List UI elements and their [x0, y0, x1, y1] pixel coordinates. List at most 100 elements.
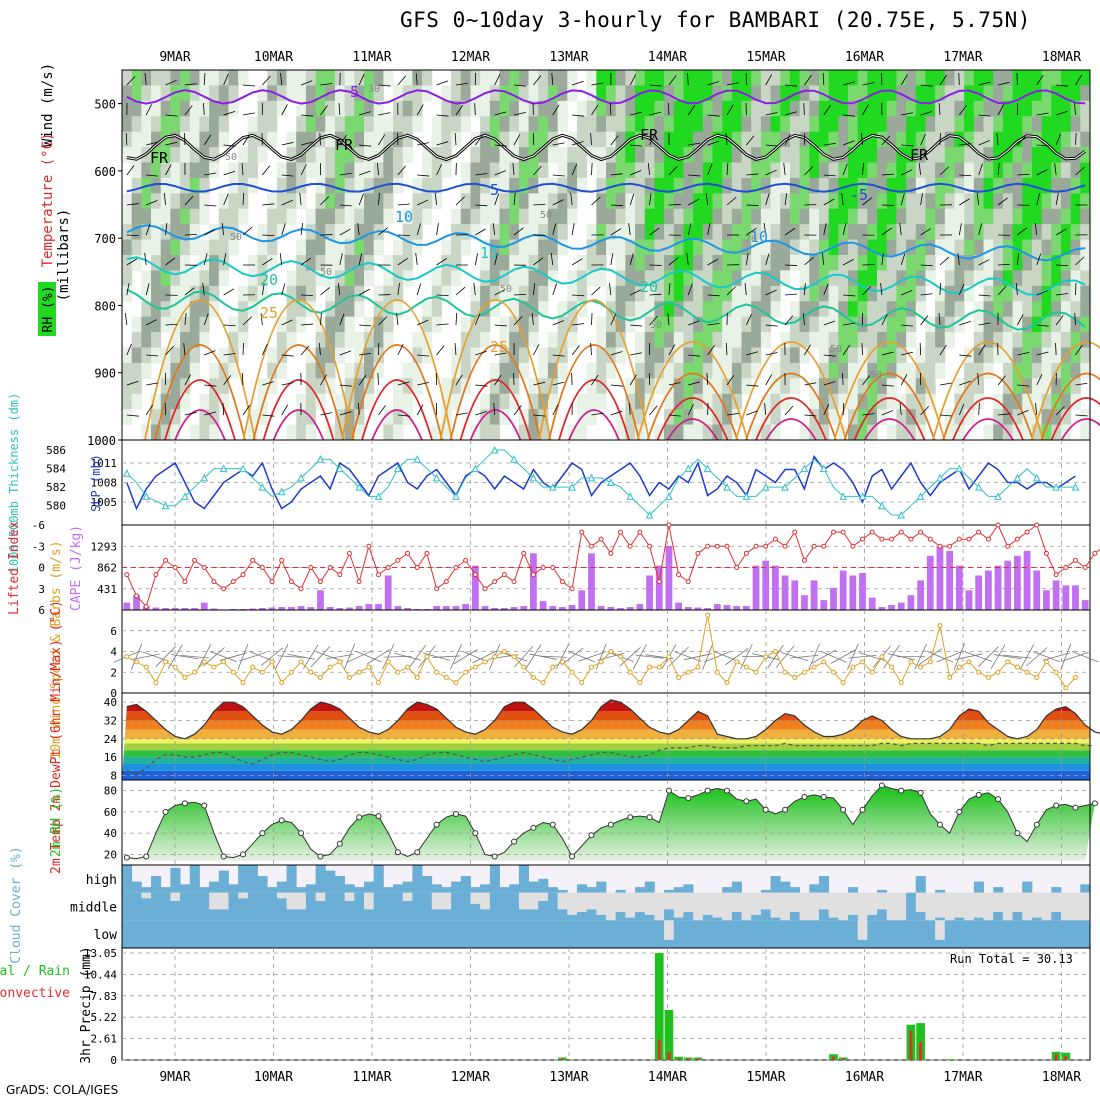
wind-barb: [862, 82, 875, 86]
wind-barb: [862, 264, 875, 266]
rh-cell: [286, 85, 297, 102]
date-label-bottom: 13MAR: [549, 1070, 588, 1085]
wind-barb: [241, 372, 244, 386]
rh-marker: [1014, 830, 1021, 837]
rh-cell: [848, 347, 859, 364]
wind-speed-marker: [540, 680, 546, 686]
rh-cell: [286, 270, 297, 287]
cape-bar: [152, 607, 160, 610]
wind-barb: [165, 141, 178, 146]
rh-cell: [122, 70, 133, 86]
wind-barb: [417, 199, 429, 206]
rh-cell: [731, 70, 743, 86]
rh-marker: [162, 808, 169, 815]
wind-barb: [223, 144, 236, 147]
cloud-cell-high: [460, 876, 471, 893]
wind-barb: [610, 228, 622, 236]
thickness-marker: [355, 483, 363, 491]
rh-cell: [354, 270, 365, 287]
rh-marker: [1072, 804, 1079, 811]
rh-cell: [683, 424, 694, 441]
wind-barb: [146, 382, 159, 386]
cape-bar: [762, 560, 770, 610]
rh-cell: [276, 177, 288, 194]
wind-barb: [552, 354, 565, 357]
rh-cell: [906, 285, 917, 302]
cape-bar: [249, 608, 257, 610]
rh-cell: [460, 116, 471, 133]
rh-cell: [712, 301, 723, 318]
wind-barb: [533, 344, 540, 356]
cloud-clear-low: [664, 920, 675, 940]
thickness-marker: [858, 492, 867, 500]
thickness-marker: [452, 492, 460, 500]
rh-cell: [199, 208, 210, 225]
footer-credit: GrADS: COLA/IGES: [6, 1083, 119, 1097]
cloud-cell-middle: [547, 892, 558, 921]
rh-cell: [1060, 316, 1072, 333]
li-marker: [889, 536, 895, 542]
date-label-bottom: 18MAR: [1042, 1070, 1081, 1085]
rh-cell: [673, 378, 684, 395]
rh-cell: [993, 285, 1004, 302]
surface-wind-barb: [830, 649, 856, 664]
rh-cell: [557, 347, 568, 364]
rh-cell: [538, 255, 549, 271]
cloud-cell-middle: [993, 912, 1004, 921]
rh-cell: [373, 116, 384, 133]
li-marker: [1024, 529, 1030, 535]
rh-cell: [644, 301, 655, 318]
wind-speed-marker: [298, 659, 304, 665]
wind-barb: [978, 294, 991, 297]
rh-cell: [547, 193, 559, 210]
rh-cell: [489, 270, 501, 287]
wind-barb: [358, 253, 363, 266]
rh-cell: [480, 285, 491, 302]
temp-color-band: [122, 763, 1090, 771]
cloud-cell-high: [238, 865, 249, 893]
rh-cell: [935, 70, 946, 86]
rh-cell: [557, 332, 568, 348]
rh-cell: [702, 70, 713, 86]
rh-cell: [131, 177, 142, 194]
rh-cell: [780, 270, 791, 287]
li-marker: [860, 536, 866, 542]
rh-cell: [789, 347, 801, 364]
rh-cell: [547, 255, 559, 271]
wind-barb: [1035, 403, 1038, 416]
cape-bar: [859, 573, 866, 610]
wind-barb: [862, 163, 865, 176]
cloud-cell-middle: [635, 912, 646, 921]
rh-cell: [615, 255, 626, 271]
rh-cell: [799, 332, 810, 348]
rh-cell: [170, 409, 181, 426]
rh-cell: [635, 239, 646, 256]
cape-bar: [578, 590, 586, 610]
rh-cell: [122, 131, 133, 148]
wind-barb: [436, 80, 449, 86]
cape-tick-label: 1293: [91, 540, 118, 553]
rh-cell: [538, 270, 549, 287]
wind-barb: [415, 253, 418, 266]
li-marker: [743, 550, 749, 556]
wind-speed-marker: [434, 669, 440, 675]
rh-cell: [596, 193, 607, 210]
rh-cell: [160, 285, 171, 302]
rh-cell: [954, 193, 965, 210]
rh-cell: [964, 193, 975, 210]
rh-cell: [915, 116, 926, 133]
rh-cell: [596, 393, 607, 410]
rh-cell: [567, 177, 578, 194]
wind-barb: [726, 412, 739, 416]
date-label-top: 14MAR: [648, 50, 687, 65]
rh-cell: [770, 409, 781, 426]
wind-barb: [184, 195, 194, 206]
rh-cell: [712, 378, 723, 395]
rh-cell: [625, 239, 636, 256]
cloud-clear-middle: [141, 892, 152, 899]
surface-wind-barb: [578, 651, 605, 662]
wind-barb: [377, 163, 379, 176]
rh-contour-label: 50: [540, 210, 552, 221]
wind-barb: [397, 414, 410, 417]
rh-cell: [751, 424, 762, 441]
